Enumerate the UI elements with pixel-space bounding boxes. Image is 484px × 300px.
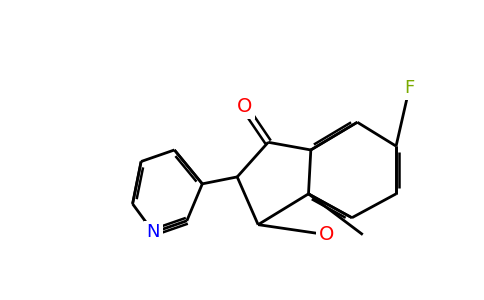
- Text: N: N: [147, 223, 160, 241]
- Text: F: F: [404, 80, 414, 98]
- Text: O: O: [237, 97, 252, 116]
- Text: O: O: [318, 225, 334, 244]
